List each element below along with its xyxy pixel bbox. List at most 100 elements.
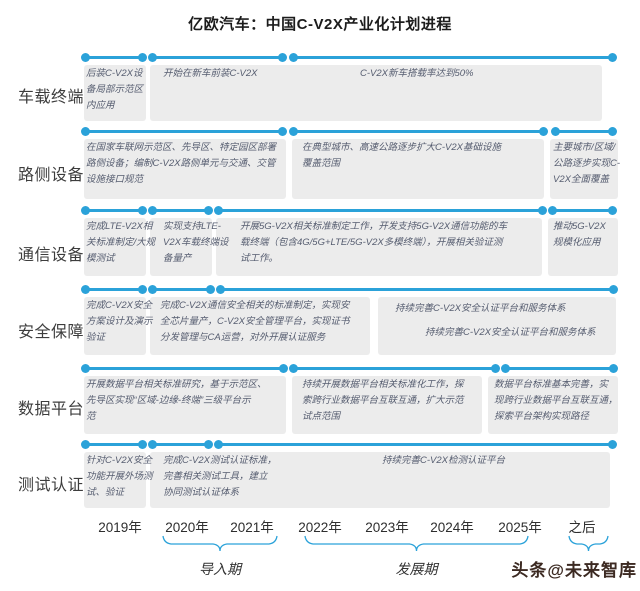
- milestone-dot-communication-equipment: [203, 205, 213, 215]
- milestone-note-communication-equipment: 实现支持LTE- V2X车载终端设 备量产: [163, 221, 229, 264]
- milestone-dot-data-platform: [288, 363, 298, 373]
- row-panel-roadside-equipment: [550, 139, 618, 199]
- milestone-dot-security-assurance: [205, 284, 215, 294]
- milestone-dot-vehicle-terminal: [277, 52, 287, 62]
- milestone-dot-roadside-equipment: [550, 126, 560, 136]
- axis-year-label: 之后: [568, 520, 596, 535]
- row-panel-security-assurance: [150, 297, 370, 355]
- milestone-note-vehicle-terminal: 开始在新车前装C-V2X: [163, 68, 258, 79]
- milestone-dot-security-assurance: [608, 284, 618, 294]
- milestone-note-communication-equipment: 开展5G-V2X相关标准制定工作，开发支持5G-V2X通信功能的车 载终端（包含…: [240, 221, 508, 264]
- timeline-segment-communication-equipment: [218, 209, 542, 212]
- milestone-note-testing-certification: 完成C-V2X测试认证标准， 完善相关测试工具，建立 协同测试认证体系: [163, 455, 277, 498]
- timeline-segment-security-assurance: [85, 288, 142, 291]
- row-panel-security-assurance: [378, 297, 616, 355]
- milestone-note-data-platform: 持续开展数据平台相关标准化工作，探 索跨行业数据平台互联互通，扩大示范 试点范围: [302, 379, 464, 422]
- row-panel-data-platform: [84, 376, 286, 434]
- milestone-dot-communication-equipment: [537, 205, 547, 215]
- row-panel-vehicle-terminal: [150, 65, 602, 121]
- timeline-segment-communication-equipment: [552, 209, 612, 212]
- milestone-dot-communication-equipment: [80, 205, 90, 215]
- timeline-segment-testing-certification: [152, 443, 208, 446]
- milestone-note-data-platform: 开展数据平台相关标准研究，基于示范区、 先导区实现“区域-边缘-终端”三级平台示…: [86, 379, 267, 422]
- milestone-note-security-assurance: 持续完善C-V2X安全认证平台和服务体系: [425, 327, 596, 338]
- timeline-segment-roadside-equipment: [85, 130, 282, 133]
- milestone-dot-data-platform: [608, 363, 618, 373]
- timeline-segment-roadside-equipment: [293, 130, 543, 133]
- milestone-dot-testing-certification: [137, 439, 147, 449]
- milestone-dot-vehicle-terminal: [607, 52, 617, 62]
- timeline-segment-vehicle-terminal: [85, 56, 142, 59]
- milestone-dot-testing-certification: [80, 439, 90, 449]
- row-panel-communication-equipment: [548, 218, 618, 276]
- row-label-data-platform: 数据平台: [18, 401, 85, 418]
- milestone-dot-security-assurance: [137, 284, 147, 294]
- milestone-dot-roadside-equipment: [288, 126, 298, 136]
- row-panel-communication-equipment: [216, 218, 542, 276]
- milestone-dot-testing-certification: [607, 439, 617, 449]
- milestone-note-roadside-equipment: 在典型城市、高速公路逐步扩大C-V2X基础设施 覆盖范围: [302, 142, 501, 169]
- milestone-note-testing-certification: 持续完善C-V2X检测认证平台: [382, 455, 505, 466]
- timeline-segment-data-platform: [293, 367, 495, 370]
- timeline-segment-vehicle-terminal: [152, 56, 282, 59]
- page-title: 亿欧汽车：中国C-V2X产业化计划进程: [188, 16, 452, 33]
- row-panel-vehicle-terminal: [84, 65, 146, 121]
- axis-year-label: 2025年: [498, 520, 542, 535]
- timeline-segment-security-assurance: [220, 288, 613, 291]
- row-label-vehicle-terminal: 车载终端: [18, 89, 85, 106]
- axis-year-label: 2022年: [298, 520, 342, 535]
- milestone-dot-vehicle-terminal: [137, 52, 147, 62]
- milestone-dot-roadside-equipment: [80, 126, 90, 136]
- row-label-communication-equipment: 通信设备: [18, 247, 85, 264]
- milestone-note-vehicle-terminal: C-V2X新车搭载率达到50%: [360, 68, 474, 79]
- milestone-note-communication-equipment: 完成LTE-V2X相 关标准制定/大规 模测试: [86, 221, 156, 264]
- milestone-dot-data-platform: [490, 363, 500, 373]
- timeline-segment-security-assurance: [152, 288, 210, 291]
- milestone-dot-roadside-equipment: [277, 126, 287, 136]
- axis-year-label: 2023年: [365, 520, 409, 535]
- milestone-dot-communication-equipment: [213, 205, 223, 215]
- timeline-segment-testing-certification: [85, 443, 142, 446]
- axis-year-label: 2020年: [165, 520, 209, 535]
- row-label-security-assurance: 安全保障: [18, 324, 85, 341]
- timeline-segment-data-platform: [505, 367, 613, 370]
- milestone-dot-vehicle-terminal: [80, 52, 90, 62]
- milestone-dot-data-platform: [278, 363, 288, 373]
- milestone-dot-communication-equipment: [607, 205, 617, 215]
- milestone-note-testing-certification: 针对C-V2X安全 功能开展外场测 试、验证: [86, 455, 153, 498]
- row-panel-roadside-equipment: [84, 139, 286, 199]
- milestone-dot-security-assurance: [215, 284, 225, 294]
- milestone-dot-testing-certification: [213, 439, 223, 449]
- milestone-dot-security-assurance: [80, 284, 90, 294]
- row-panel-data-platform: [292, 376, 482, 434]
- milestone-dot-vehicle-terminal: [288, 52, 298, 62]
- period-brace: [568, 535, 609, 552]
- milestone-dot-testing-certification: [203, 439, 213, 449]
- milestone-dot-vehicle-terminal: [147, 52, 157, 62]
- milestone-note-security-assurance: 持续完善C-V2X安全认证平台和服务体系: [395, 303, 566, 314]
- milestone-note-communication-equipment: 推动5G-V2X 规模化应用: [553, 221, 606, 248]
- milestone-note-security-assurance: 完成C-V2X通信安全相关的标准制定，实现安 全芯片量产，C-V2X安全管理平台…: [160, 300, 350, 343]
- row-label-testing-certification: 测试认证: [18, 477, 85, 494]
- timeline-segment-testing-certification: [218, 443, 612, 446]
- row-panel-testing-certification: [150, 452, 610, 508]
- milestone-dot-communication-equipment: [137, 205, 147, 215]
- period-brace: [162, 535, 278, 552]
- timeline-segment-vehicle-terminal: [293, 56, 612, 59]
- row-panel-roadside-equipment: [292, 139, 544, 199]
- watermark: 头条@未来智库: [511, 561, 637, 580]
- row-panel-security-assurance: [84, 297, 146, 355]
- milestone-dot-data-platform: [80, 363, 90, 373]
- milestone-dot-roadside-equipment: [607, 126, 617, 136]
- milestone-note-roadside-equipment: 在国家车联网示范区、先导区、特定园区部署 路侧设备；编制C-V2X路侧单元与交通…: [86, 142, 277, 185]
- milestone-dot-data-platform: [500, 363, 510, 373]
- milestone-note-data-platform: 数据平台标准基本完善，实 现跨行业数据平台互联互通， 探索平台架构实现路径: [494, 379, 618, 422]
- timeline-segment-communication-equipment: [85, 209, 142, 212]
- timeline-segment-roadside-equipment: [555, 130, 612, 133]
- milestone-note-vehicle-terminal: 后装C-V2X设 备局部示范区 内应用: [86, 68, 144, 111]
- row-panel-communication-equipment: [150, 218, 212, 276]
- row-label-roadside-equipment: 路侧设备: [18, 167, 85, 184]
- period-label: 导入期: [199, 561, 241, 577]
- row-panel-data-platform: [488, 376, 618, 434]
